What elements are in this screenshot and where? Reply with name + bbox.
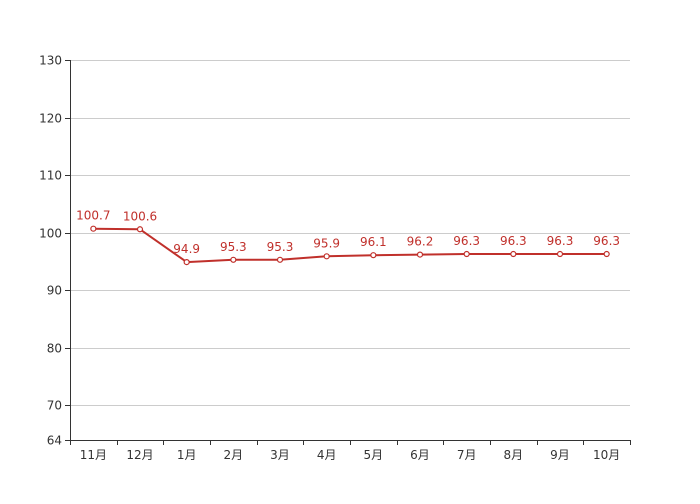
x-tick-label: 6月	[410, 448, 430, 462]
x-tick-label: 7月	[457, 448, 477, 462]
x-tick-label: 4月	[317, 448, 337, 462]
y-tick-label: 80	[47, 342, 62, 356]
y-tick-label: 100	[39, 227, 62, 241]
x-tick-label: 5月	[364, 448, 384, 462]
data-point	[230, 256, 237, 263]
x-tick-label: 12月	[126, 448, 153, 462]
axes: 64 70 80 90 100 110 120 130 11月 12月 1月 2月 3月 4月 5月 6月 7月…	[39, 54, 631, 462]
data-label: 96.3	[547, 234, 574, 248]
x-tick-label: 2月	[224, 448, 244, 462]
x-tick-label: 1月	[177, 448, 197, 462]
data-label: 95.3	[267, 240, 294, 254]
data-point	[90, 225, 97, 232]
y-tick-label: 64	[47, 434, 62, 448]
series-line	[93, 227, 607, 264]
data-label: 96.3	[593, 234, 620, 248]
data-point	[323, 253, 330, 260]
y-tick-label: 90	[47, 284, 62, 298]
data-label: 96.1	[360, 235, 387, 249]
data-label: 100.6	[123, 209, 157, 223]
data-point	[416, 251, 424, 258]
data-point	[556, 250, 564, 258]
data-label: 96.2	[407, 235, 434, 249]
data-point	[136, 226, 144, 233]
x-tick-label: 10月	[593, 448, 620, 462]
x-tick-label: 11月	[80, 448, 107, 462]
data-point	[463, 250, 470, 258]
data-label: 94.9	[173, 242, 200, 256]
x-tick-label: 9月	[550, 448, 570, 462]
data-label: 96.3	[453, 234, 480, 248]
data-label: 95.9	[313, 236, 340, 250]
series	[90, 225, 610, 266]
x-tick-label: 8月	[504, 448, 524, 462]
grid-lines	[70, 60, 630, 406]
data-label: 96.3	[500, 234, 527, 248]
y-tick-label: 120	[39, 112, 62, 126]
data-point	[510, 250, 517, 258]
data-label: 100.7	[76, 209, 110, 223]
data-point	[603, 250, 610, 258]
y-tick-label: 110	[39, 169, 62, 183]
data-labels: 100.7 100.6 94.9 95.3 95.3 95.9 96.1 96.2 96.3 96…	[76, 209, 620, 256]
y-tick-label: 70	[47, 399, 62, 413]
y-tick-label: 130	[39, 54, 62, 68]
data-label: 95.3	[220, 240, 247, 254]
data-point	[276, 256, 284, 263]
data-point	[370, 252, 377, 259]
x-tick-label: 3月	[270, 448, 290, 462]
data-point	[183, 258, 190, 266]
